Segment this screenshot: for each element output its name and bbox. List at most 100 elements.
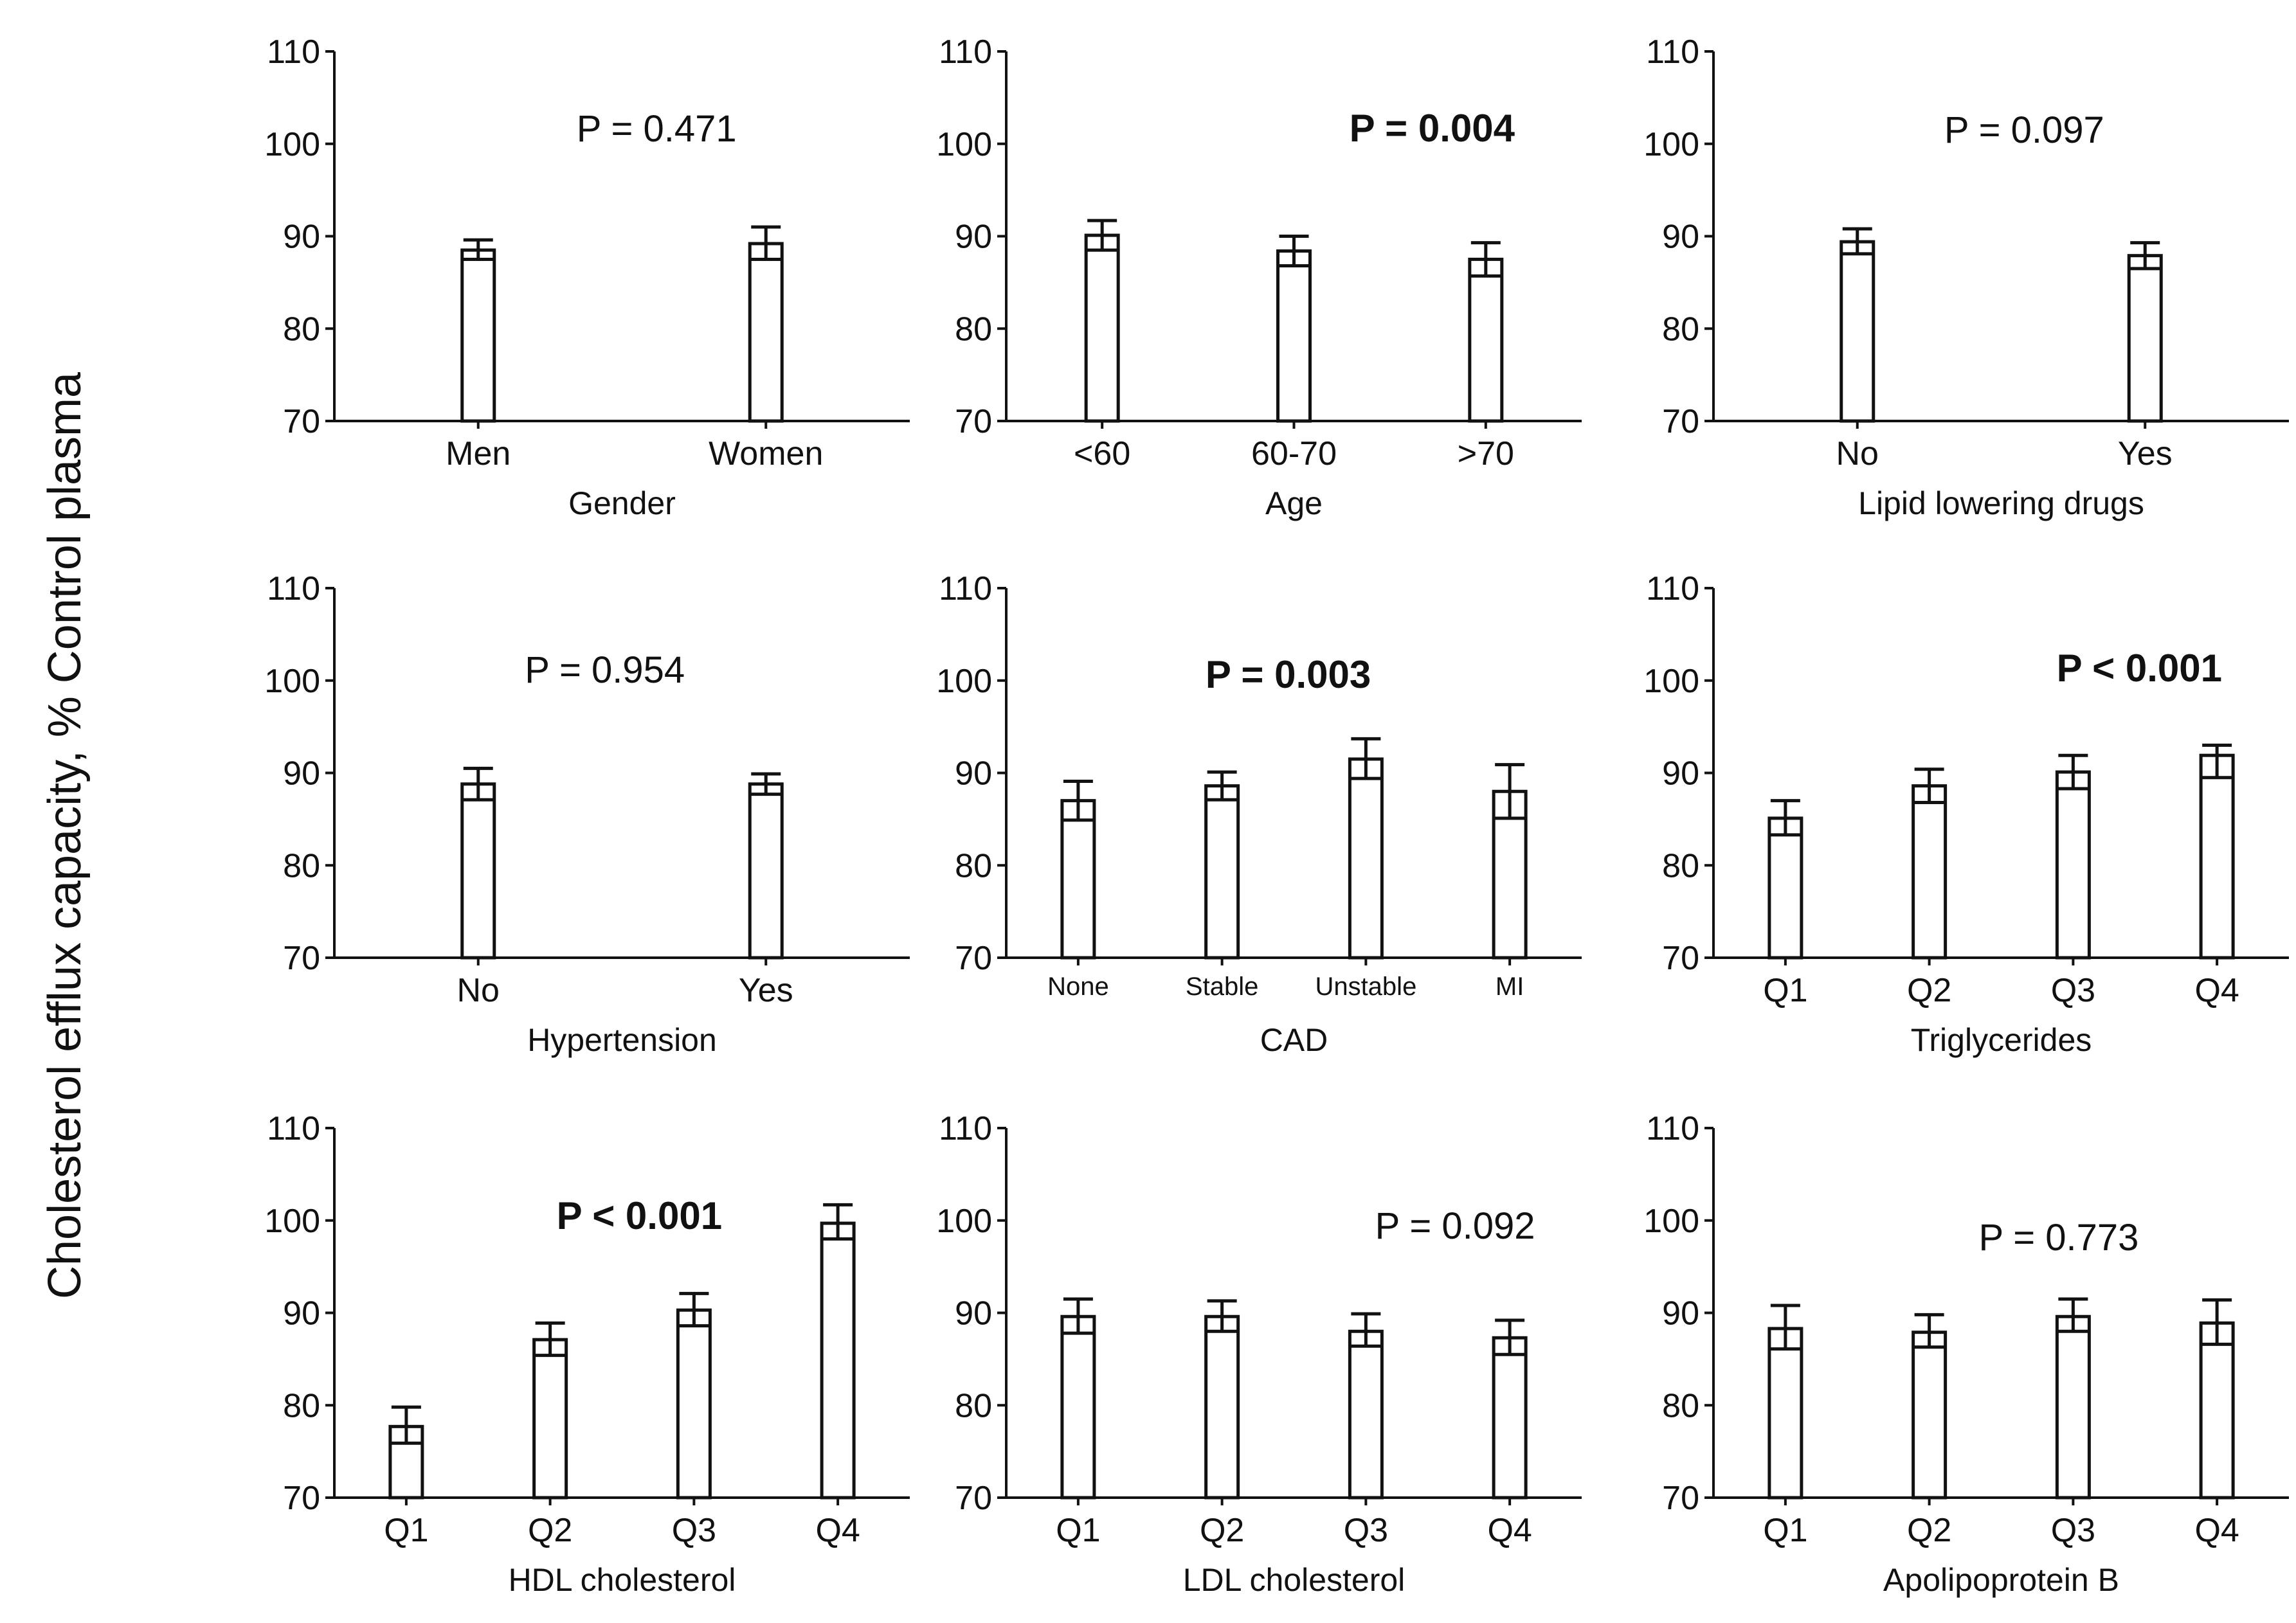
bar — [1767, 1327, 1803, 1500]
bar — [1468, 257, 1504, 423]
bar — [1348, 757, 1384, 960]
x-axis-title: Gender — [568, 485, 676, 521]
bar — [2199, 1321, 2235, 1500]
bar — [1060, 1314, 1096, 1500]
y-tick-label: 80 — [283, 310, 320, 348]
y-tick-label: 110 — [1646, 570, 1699, 607]
y-tick-label: 90 — [955, 219, 992, 256]
y-tick-label: 90 — [283, 755, 320, 793]
x-tick-label: Q4 — [1487, 1512, 1532, 1549]
y-tick-label: 110 — [267, 1110, 320, 1147]
error-bar — [1770, 1304, 1800, 1351]
y-tick-label: 110 — [939, 570, 992, 607]
panel-hdl-cholesterol: 70 80 90 100 110 Q1 Q2 Q3 Q4 HDL cholesterol P < 0… — [264, 1110, 910, 1598]
x-tick-label: None — [1047, 973, 1109, 1001]
p-value-annotation: P = 0.003 — [1206, 653, 1371, 696]
y-tick-label: 80 — [955, 847, 992, 884]
x-tick-label: Q2 — [1200, 1512, 1244, 1549]
panels-grid: 70 80 90 100 110 Men Women Gender P = 0.471 70 80 9… — [264, 33, 2289, 1598]
bar — [1060, 799, 1096, 960]
panel-apolipoprotein-b: 70 80 90 100 110 Q1 Q2 Q3 Q4 Apolipoprotein B P = … — [1643, 1110, 2289, 1598]
x-tick-label: Q2 — [528, 1512, 572, 1549]
error-bar — [1914, 1313, 1944, 1349]
bar — [1767, 816, 1803, 960]
error-bar — [1207, 1299, 1237, 1333]
error-bar — [1063, 779, 1093, 822]
y-tick-label: 110 — [267, 33, 320, 71]
bar — [1348, 1329, 1384, 1500]
x-axis-title: Apolipoprotein B — [1883, 1562, 2119, 1598]
p-value-annotation: P = 0.471 — [577, 108, 737, 150]
error-bar — [1470, 241, 1501, 278]
x-axis-title: Lipid lowering drugs — [1858, 485, 2144, 521]
bar — [1912, 1331, 1948, 1500]
y-tick-label: 70 — [283, 403, 320, 440]
y-tick-label: 90 — [1662, 219, 1699, 256]
y-tick-label: 70 — [1662, 1480, 1699, 1517]
x-tick-label: 60-70 — [1251, 435, 1337, 472]
y-tick-label: 90 — [1662, 1295, 1699, 1332]
panel-age: 70 80 90 100 110 <60 60-70 >70 Age P = 0.004 — [936, 33, 1582, 521]
error-bar — [535, 1321, 565, 1358]
y-tick-label: 70 — [1662, 940, 1699, 977]
y-tick-label: 90 — [1662, 755, 1699, 793]
panel-hypertension: 70 80 90 100 110 No Yes Hypertension P = 0.954 — [264, 570, 910, 1058]
x-tick-label: Unstable — [1315, 973, 1416, 1001]
x-tick-label: Q3 — [672, 1512, 716, 1549]
error-bar — [463, 766, 493, 802]
error-bar — [679, 1291, 709, 1328]
p-value-annotation: P < 0.001 — [2057, 647, 2222, 690]
p-value-annotation: P = 0.097 — [1944, 109, 2104, 151]
x-tick-label: No — [457, 972, 500, 1009]
y-tick-label: 100 — [1643, 1203, 1699, 1240]
error-bar — [823, 1203, 853, 1241]
y-axis-title: Cholesterol efflux capacity, % Control p… — [39, 372, 91, 1299]
bar — [1204, 1314, 1240, 1500]
y-tick-label: 100 — [936, 126, 992, 163]
error-bar — [751, 772, 781, 796]
y-tick-label: 80 — [1662, 847, 1699, 884]
y-tick-label: 90 — [283, 1295, 320, 1332]
error-bar — [2202, 743, 2232, 780]
panel-ldl-cholesterol: 70 80 90 100 110 Q1 Q2 Q3 Q4 LDL cholesterol P = 0… — [936, 1110, 1582, 1598]
bar — [1204, 784, 1240, 960]
x-axis-title: Triglycerides — [1911, 1022, 2092, 1058]
error-bar — [2202, 1298, 2232, 1346]
y-tick-label: 90 — [955, 755, 992, 793]
x-tick-label: Q4 — [2194, 972, 2239, 1009]
x-tick-label: Stable — [1186, 973, 1258, 1001]
x-tick-label: Men — [446, 435, 511, 472]
bar — [1912, 784, 1948, 960]
y-tick-label: 80 — [955, 1387, 992, 1424]
bar — [748, 242, 784, 423]
x-tick-label: Q3 — [1344, 1512, 1388, 1549]
error-bar — [1495, 763, 1525, 820]
panel-triglycerides: 70 80 90 100 110 Q1 Q2 Q3 Q4 Triglycerides P < 0.0… — [1643, 570, 2289, 1058]
x-tick-label: >70 — [1458, 435, 1514, 472]
bar — [1084, 233, 1120, 423]
error-bar — [751, 225, 781, 261]
x-tick-label: Q3 — [2051, 1512, 2095, 1549]
y-tick-label: 110 — [939, 33, 992, 71]
y-tick-label: 110 — [267, 570, 320, 607]
y-tick-label: 80 — [955, 310, 992, 348]
p-value-annotation: P < 0.001 — [557, 1194, 722, 1237]
error-bar — [2130, 241, 2160, 271]
y-tick-label: 100 — [936, 663, 992, 700]
p-value-annotation: P = 0.954 — [525, 649, 685, 691]
error-bar — [463, 238, 493, 261]
y-tick-label: 90 — [283, 219, 320, 256]
bar — [2199, 753, 2235, 960]
x-tick-label: No — [1836, 435, 1879, 472]
bar — [820, 1221, 856, 1500]
error-bar — [2058, 1297, 2088, 1333]
x-axis-title: Hypertension — [527, 1022, 717, 1058]
y-tick-label: 80 — [283, 1387, 320, 1424]
x-tick-label: Q1 — [1763, 1512, 1807, 1549]
y-tick-label: 100 — [264, 126, 320, 163]
x-axis-title: LDL cholesterol — [1183, 1562, 1406, 1598]
bar — [2127, 254, 2163, 423]
p-value-annotation: P = 0.092 — [1375, 1205, 1535, 1247]
error-bar — [1842, 227, 1872, 256]
error-bar — [1351, 1312, 1381, 1348]
